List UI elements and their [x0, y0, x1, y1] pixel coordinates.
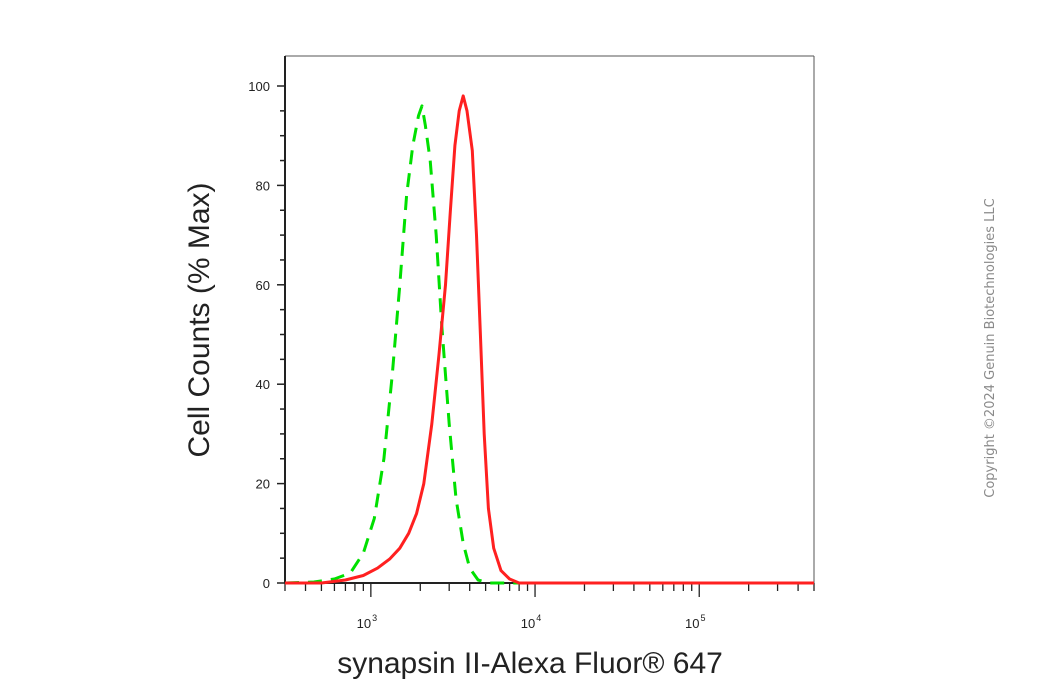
y-tick-label: 100 — [248, 79, 270, 94]
x-axis: 103 104 105 — [284, 582, 815, 631]
x-tick-label: 105 — [685, 613, 705, 631]
y-tick-label: 40 — [256, 377, 270, 392]
plot-frame — [285, 55, 815, 583]
x-tick-label: 104 — [521, 613, 541, 631]
y-tick-label: 20 — [256, 477, 270, 492]
y-axis-label: Cell Counts (% Max) — [183, 182, 216, 457]
copyright-watermark: Copyright ©2024 Genuin Biotechnologies L… — [983, 198, 998, 497]
y-axis: 0 20 40 60 80 100 — [248, 56, 286, 591]
y-tick-label: 0 — [263, 576, 270, 591]
solid-series-line — [285, 94, 814, 585]
series-layer — [284, 94, 814, 585]
y-tick-label: 60 — [256, 278, 270, 293]
dashed-series-line — [284, 104, 814, 585]
y-tick-label: 80 — [256, 178, 270, 193]
x-axis-label: synapsin II-Alexa Fluor® 647 — [337, 647, 723, 680]
x-tick-label: 103 — [357, 613, 377, 631]
